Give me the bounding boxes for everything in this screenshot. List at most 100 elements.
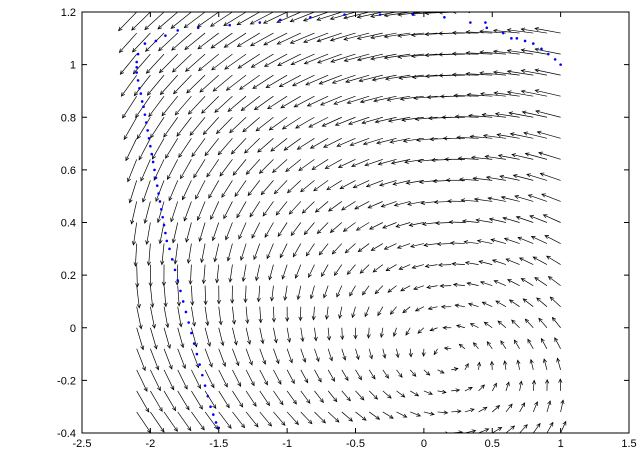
- field-arrow: [259, 159, 274, 174]
- field-arrow-head: [493, 91, 499, 96]
- field-arrow-head: [330, 58, 336, 63]
- field-arrow: [392, 180, 411, 185]
- field-arrow-head: [263, 62, 269, 67]
- field-arrow-head: [534, 47, 540, 52]
- field-arrow-head: [424, 263, 430, 268]
- field-arrow: [277, 32, 301, 45]
- x-tick-label: 0: [421, 438, 427, 450]
- field-arrow: [557, 358, 561, 370]
- field-arrow: [484, 321, 493, 329]
- field-arrow: [132, 32, 151, 53]
- field-arrow-head: [171, 238, 176, 244]
- field-arrow: [274, 180, 288, 194]
- field-arrow-head: [198, 237, 203, 243]
- field-arrow: [343, 32, 370, 40]
- trajectory-point: [523, 39, 527, 43]
- field-arrow-head: [370, 246, 376, 251]
- field-arrow: [501, 196, 520, 202]
- field-arrow: [273, 327, 277, 343]
- field-arrow: [527, 339, 534, 349]
- field-arrow: [295, 264, 302, 279]
- field-arrow-head: [285, 167, 290, 172]
- field-arrow: [290, 12, 315, 22]
- field-arrow-head: [145, 240, 150, 246]
- field-arrow-head: [475, 218, 481, 223]
- field-arrow-head: [356, 14, 362, 19]
- field-arrow-head: [287, 338, 292, 343]
- field-arrow-head: [346, 396, 351, 402]
- field-arrow-head: [135, 113, 140, 119]
- field-arrow-head: [298, 316, 303, 322]
- field-arrow-head: [409, 243, 415, 248]
- field-arrow: [300, 411, 313, 424]
- y-tick-label: 0.4: [61, 218, 76, 230]
- trajectory-point: [515, 37, 519, 40]
- field-arrow-head: [239, 85, 244, 90]
- field-arrow: [382, 369, 389, 379]
- field-arrow-head: [534, 26, 539, 32]
- field-arrow: [225, 222, 233, 240]
- field-arrow: [234, 180, 247, 197]
- field-arrow-head: [217, 150, 223, 156]
- trajectory-point: [170, 258, 174, 261]
- field-arrow-head: [387, 118, 393, 123]
- field-arrow: [560, 421, 567, 433]
- field-arrow-head: [465, 71, 471, 76]
- field-arrow: [136, 264, 138, 287]
- field-arrow-head: [244, 149, 249, 154]
- field-arrow: [163, 117, 179, 138]
- field-arrow: [344, 53, 370, 62]
- field-arrow: [245, 369, 255, 386]
- field-arrow-head: [257, 148, 262, 153]
- field-arrow: [174, 243, 179, 264]
- field-arrow: [505, 382, 510, 392]
- trajectory-point: [540, 47, 543, 51]
- field-arrow: [382, 348, 386, 359]
- field-arrow: [497, 320, 507, 329]
- field-arrow-head: [455, 388, 461, 393]
- field-arrow-head: [185, 238, 190, 243]
- field-arrow-head: [277, 62, 282, 66]
- field-arrow: [195, 180, 206, 200]
- field-arrow-head: [187, 110, 193, 115]
- field-arrow-head: [252, 84, 257, 89]
- field-arrow: [292, 74, 315, 87]
- field-arrow-head: [369, 354, 373, 360]
- trajectory-point: [198, 363, 201, 366]
- field-arrow-head: [457, 156, 463, 161]
- field-arrow-head: [521, 110, 527, 115]
- field-arrow-head: [168, 365, 173, 370]
- field-arrow: [352, 306, 356, 318]
- field-arrow-head: [495, 300, 500, 305]
- field-arrow: [430, 327, 438, 331]
- field-arrow: [528, 194, 548, 202]
- field-arrow-head: [305, 251, 310, 257]
- field-arrow: [479, 51, 506, 55]
- field-arrow: [210, 32, 233, 49]
- field-arrow-head: [402, 308, 407, 314]
- field-arrow-head: [334, 418, 340, 423]
- trajectory-point: [278, 18, 282, 22]
- field-arrow-head: [476, 239, 482, 244]
- field-arrow-head: [377, 311, 382, 317]
- field-arrow: [136, 306, 142, 329]
- field-arrow-head: [212, 404, 217, 410]
- field-arrow-head: [318, 250, 324, 256]
- field-arrow: [467, 282, 479, 286]
- field-arrow-head: [542, 358, 547, 363]
- field-arrow-head: [402, 138, 408, 143]
- field-arrow: [437, 411, 448, 414]
- field-arrow-head: [549, 421, 554, 427]
- field-arrow: [382, 411, 394, 419]
- field-arrow: [325, 159, 342, 169]
- field-arrow-head: [506, 28, 512, 33]
- field-arrow: [223, 201, 233, 219]
- field-arrow-head: [398, 266, 404, 270]
- field-arrow-head: [518, 257, 524, 262]
- field-arrow: [540, 338, 548, 349]
- field-arrow-head: [220, 341, 225, 347]
- field-arrow-head: [183, 216, 188, 222]
- field-arrow-head: [130, 219, 135, 225]
- field-arrow-head: [281, 274, 286, 280]
- field-arrow-head: [170, 217, 175, 223]
